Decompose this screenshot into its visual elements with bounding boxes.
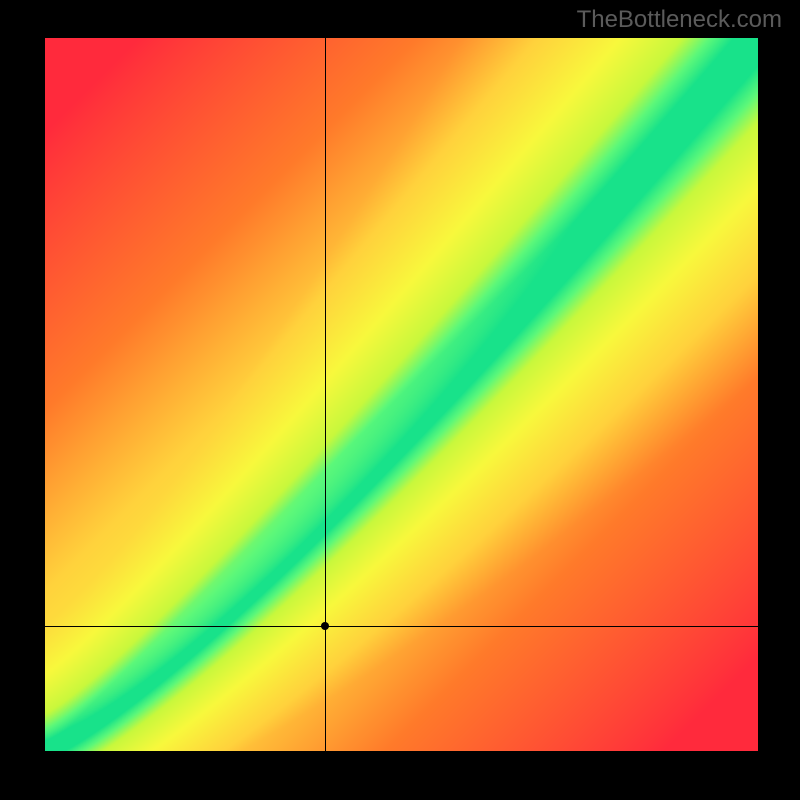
chart-container: TheBottleneck.com — [0, 0, 800, 800]
crosshair-vertical — [325, 38, 326, 751]
watermark-text: TheBottleneck.com — [577, 6, 782, 34]
crosshair-horizontal — [45, 626, 758, 627]
heatmap-canvas — [45, 38, 758, 751]
crosshair-marker — [321, 622, 329, 630]
heatmap-plot — [45, 38, 758, 751]
